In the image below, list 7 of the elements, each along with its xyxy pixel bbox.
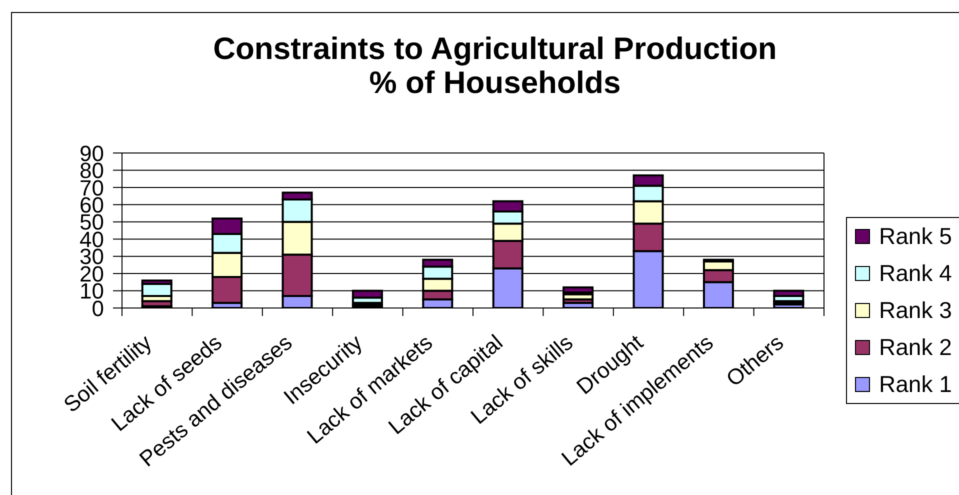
legend-label: Rank 5 — [879, 223, 952, 250]
legend-label: Rank 3 — [879, 297, 952, 324]
chart-subtitle: % of Households — [368, 65, 622, 100]
legend-label: Rank 4 — [879, 260, 952, 287]
legend-label: Rank 1 — [879, 371, 952, 398]
legend-label: Rank 2 — [879, 334, 952, 361]
chart-title: Constraints to Agricultural Production — [212, 31, 778, 66]
